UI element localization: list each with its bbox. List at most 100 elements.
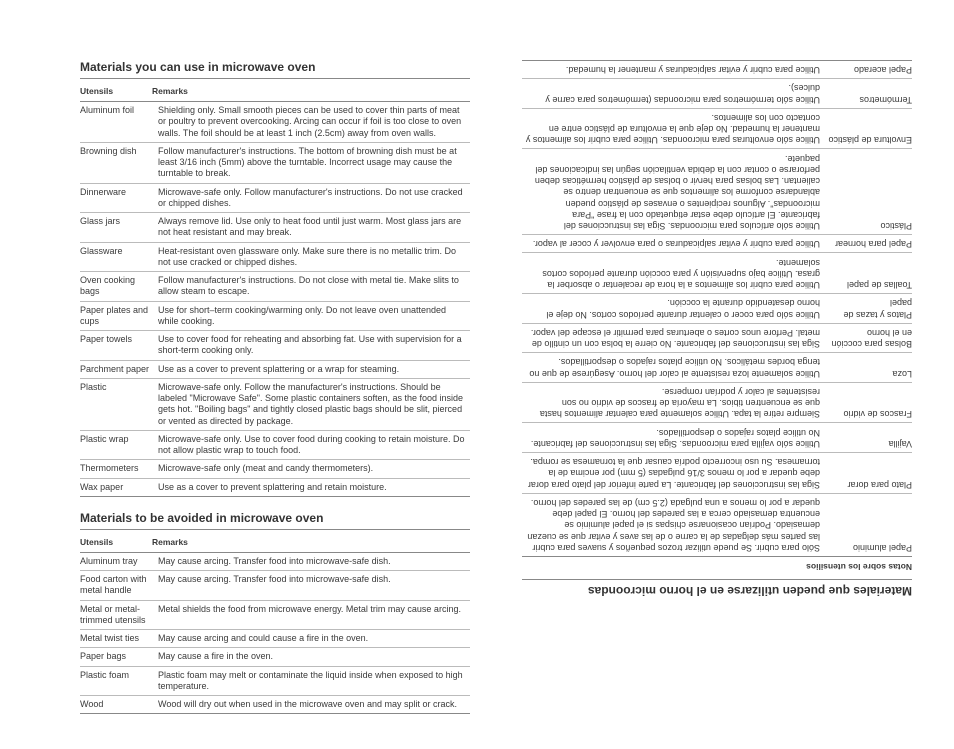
table-row: Platos y tazas de papelUtilice sólo para… <box>522 294 912 324</box>
remark-cell: Utilice sólo para cocer o calentar duran… <box>522 294 820 324</box>
utensil-cell: Paper plates and cups <box>80 301 158 331</box>
remark-cell: Use as a cover to prevent splattering or… <box>158 360 470 378</box>
utensil-cell: Metal twist ties <box>80 630 158 648</box>
table-row: WoodWood will dry out when used in the m… <box>80 696 470 714</box>
table-row: Aluminum foilShielding only. Small smoot… <box>80 102 470 142</box>
table-row: Plato para dorarSiga las instrucciones d… <box>522 453 912 494</box>
remark-cell: Utilice sólo termómetros para microondas… <box>522 79 820 109</box>
remark-cell: Follow manufacturer's instructions. Do n… <box>158 272 470 302</box>
remark-cell: Utilice sólo envolturas para microondas.… <box>522 108 820 149</box>
remark-cell: May cause arcing. Transfer food into mic… <box>158 553 470 571</box>
table-row: Paper bagsMay cause a fire in the oven. <box>80 648 470 666</box>
remark-cell: Follow manufacturer's instructions. The … <box>158 142 470 183</box>
table-row: Bolsas para cocción en el hornoSiga las … <box>522 323 912 353</box>
utensil-cell: Aluminum foil <box>80 102 158 142</box>
remark-cell: Wood will dry out when used in the micro… <box>158 696 470 714</box>
section-title-avoid: Materials to be avoided in microwave ove… <box>80 511 470 525</box>
table-row: TermómetrosUtilice sólo termómetros para… <box>522 79 912 109</box>
remark-cell: Use to cover food for reheating and abso… <box>158 331 470 361</box>
table-row: Wax paperUse as a cover to prevent splat… <box>80 478 470 496</box>
remark-cell: May cause arcing. Transfer food into mic… <box>158 571 470 601</box>
table-row: Food carton with metal handleMay cause a… <box>80 571 470 601</box>
materials-use-table-es: Papel aluminioSólo para cubrir. Se puede… <box>522 60 912 556</box>
table-header: UtensilsRemarks <box>80 78 470 102</box>
document-page: Materials you can use in microwave oven … <box>0 0 954 749</box>
utensil-cell: Aluminum tray <box>80 553 158 571</box>
table-row: Plastic wrapMicrowave-safe only. Use to … <box>80 430 470 460</box>
remark-cell: Use for short–term cooking/warming only.… <box>158 301 470 331</box>
utensil-cell: Browning dish <box>80 142 158 183</box>
section-title-use: Materials you can use in microwave oven <box>80 60 470 74</box>
table-row: Oven cooking bagsFollow manufacturer's i… <box>80 272 470 302</box>
table-row: Glass jarsAlways remove lid. Use only to… <box>80 213 470 243</box>
utensil-cell: Papel aluminio <box>820 493 912 556</box>
utensil-cell: Food carton with metal handle <box>80 571 158 601</box>
table-row: VajillaUtilice sólo vajilla para microon… <box>522 423 912 453</box>
remark-cell: May cause arcing and could cause a fire … <box>158 630 470 648</box>
remark-cell: Utilice para cubrir y evitar salpicadura… <box>522 61 820 79</box>
remark-cell: Utilice para cubrir los alimentos a la h… <box>522 253 820 294</box>
utensil-cell: Loza <box>820 353 912 383</box>
utensil-cell: Plato para dorar <box>820 453 912 494</box>
table-row: Parchment paperUse as a cover to prevent… <box>80 360 470 378</box>
table-row: Envoltura de plásticoUtilice sólo envolt… <box>522 108 912 149</box>
remark-cell: Utilice para cubrir y evitar salpicadura… <box>522 235 820 253</box>
col-header-remarks: Remarks <box>152 86 188 96</box>
table-row: Frascos de vidrioSiempre retire la tapa.… <box>522 382 912 423</box>
remark-cell: Utilice sólo artículos para microondas. … <box>522 149 820 235</box>
english-column: Materials you can use in microwave oven … <box>80 60 470 714</box>
utensil-cell: Wood <box>80 696 158 714</box>
table-row: DinnerwareMicrowave-safe only. Follow ma… <box>80 183 470 213</box>
utensil-cell: Wax paper <box>80 478 158 496</box>
remark-cell: Siempre retire la tapa. Utilice solament… <box>522 382 820 423</box>
remark-cell: Use as a cover to prevent splattering an… <box>158 478 470 496</box>
table-row: Metal twist tiesMay cause arcing and cou… <box>80 630 470 648</box>
table-row: PlásticoUtilice sólo artículos para micr… <box>522 149 912 235</box>
utensil-cell: Dinnerware <box>80 183 158 213</box>
table-row: GlasswareHeat-resistant oven glassware o… <box>80 242 470 272</box>
utensil-cell: Plastic <box>80 378 158 430</box>
remark-cell: Plastic foam may melt or contaminate the… <box>158 666 470 696</box>
utensil-cell: Plástico <box>820 149 912 235</box>
col-header-es: Notas sobre los utensilios <box>806 562 912 572</box>
remark-cell: May cause a fire in the oven. <box>158 648 470 666</box>
col-header-utensils: Utensils <box>80 86 152 96</box>
table-row: Paper plates and cupsUse for short–term … <box>80 301 470 331</box>
table-row: Browning dishFollow manufacturer's instr… <box>80 142 470 183</box>
remark-cell: Utilice sólo vajilla para microondas. Si… <box>522 423 820 453</box>
utensil-cell: Papel acerado <box>820 61 912 79</box>
utensil-cell: Platos y tazas de papel <box>820 294 912 324</box>
remark-cell: Always remove lid. Use only to heat food… <box>158 213 470 243</box>
spanish-column-rotated: Materiales que pueden utilizarse en el h… <box>522 60 912 598</box>
utensil-cell: Frascos de vidrio <box>820 382 912 423</box>
table-row: Aluminum trayMay cause arcing. Transfer … <box>80 553 470 571</box>
col-header-utensils: Utensils <box>80 537 152 547</box>
remark-cell: Microwave-safe only. Follow the manufact… <box>158 378 470 430</box>
remark-cell: Microwave-safe only (meat and candy ther… <box>158 460 470 478</box>
table-row: LozaUtilice solamente loza resistente al… <box>522 353 912 383</box>
table-row: ThermometersMicrowave-safe only (meat an… <box>80 460 470 478</box>
table-row: PlasticMicrowave-safe only. Follow the m… <box>80 378 470 430</box>
table-row: Paper towelsUse to cover food for reheat… <box>80 331 470 361</box>
materials-avoid-table: Aluminum trayMay cause arcing. Transfer … <box>80 553 470 715</box>
remark-cell: Sólo para cubrir. Se puede utilizar troz… <box>522 493 820 556</box>
remark-cell: Utilice solamente loza resistente al cal… <box>522 353 820 383</box>
utensil-cell: Plastic wrap <box>80 430 158 460</box>
utensil-cell: Glassware <box>80 242 158 272</box>
table-header-es: Notas sobre los utensilios <box>522 556 912 580</box>
table-header: UtensilsRemarks <box>80 529 470 553</box>
utensil-cell: Vajilla <box>820 423 912 453</box>
remark-cell: Metal shields the food from microwave en… <box>158 600 470 630</box>
utensil-cell: Paper towels <box>80 331 158 361</box>
table-row: Papel para hornearUtilice para cubrir y … <box>522 235 912 253</box>
remark-cell: Siga las instrucciones del fabricante. N… <box>522 323 820 353</box>
utensil-cell: Termómetros <box>820 79 912 109</box>
remark-cell: Heat-resistant oven glassware only. Make… <box>158 242 470 272</box>
utensil-cell: Glass jars <box>80 213 158 243</box>
col-header-remarks: Remarks <box>152 537 188 547</box>
utensil-cell: Metal or metal-trimmed utensils <box>80 600 158 630</box>
table-row: Toallas de papelUtilice para cubrir los … <box>522 253 912 294</box>
table-row: Plastic foamPlastic foam may melt or con… <box>80 666 470 696</box>
utensil-cell: Bolsas para cocción en el horno <box>820 323 912 353</box>
utensil-cell: Parchment paper <box>80 360 158 378</box>
